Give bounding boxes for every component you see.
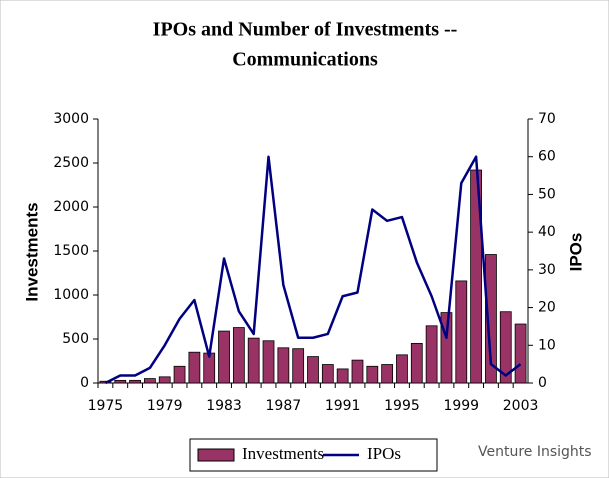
bar	[218, 330, 230, 384]
bar	[425, 325, 438, 384]
y2-tick-label: 50	[538, 186, 556, 202]
bar	[410, 342, 423, 384]
bar	[440, 312, 453, 384]
bar	[144, 378, 156, 384]
bar	[366, 365, 379, 384]
y2-tick-label: 60	[538, 149, 556, 165]
line	[104, 155, 522, 385]
y2-tick-label: 20	[538, 300, 556, 316]
chart-subtitle: Communications	[232, 49, 378, 71]
legend-swatch	[197, 448, 235, 462]
bar	[173, 365, 186, 384]
bar	[381, 364, 394, 384]
y2-tick-label: 70	[538, 111, 556, 127]
bar	[321, 364, 334, 384]
bar	[262, 340, 275, 384]
bar	[232, 327, 245, 384]
bar	[336, 368, 349, 384]
bar	[247, 337, 260, 384]
x-tick-label: 1991	[325, 398, 361, 414]
y2-tick-label: 0	[538, 375, 547, 391]
bar	[188, 351, 201, 384]
y-tick-label: 2000	[53, 199, 89, 215]
y2-axis-label: IPOs	[566, 233, 585, 272]
x-tick-label: 1995	[384, 398, 420, 414]
x-tick-label: 1987	[266, 398, 302, 414]
watermark: Venture Insights	[478, 444, 592, 460]
bar	[485, 254, 497, 384]
x-tick-label: 1999	[443, 398, 479, 414]
bar	[396, 354, 408, 384]
y2-tick-label: 10	[538, 337, 556, 353]
bar	[307, 356, 319, 384]
bar	[455, 280, 468, 384]
chart-title: IPOs and Number of Investments --	[153, 19, 458, 41]
bar	[514, 323, 527, 384]
legend-label: Investments	[242, 444, 324, 463]
bar	[129, 379, 141, 384]
y-tick-label: 3000	[53, 111, 89, 127]
bar	[158, 376, 171, 384]
x-tick-label: 1979	[147, 398, 183, 414]
x-tick-label: 2003	[503, 398, 539, 414]
y-tick-label: 1000	[53, 287, 89, 303]
y-axis-label: Investments	[22, 202, 41, 301]
bar	[351, 359, 364, 384]
y2-tick-label: 40	[538, 224, 556, 240]
x-tick-label: 1983	[206, 398, 242, 414]
bar	[277, 347, 290, 384]
y-tick-label: 2500	[53, 155, 89, 171]
bar	[499, 311, 512, 384]
bar	[114, 379, 127, 384]
y2-tick-label: 30	[538, 262, 556, 278]
y-tick-label: 1500	[53, 243, 89, 259]
y-tick-label: 0	[80, 375, 89, 391]
y-tick-label: 500	[62, 331, 89, 347]
legend-label: IPOs	[367, 444, 401, 463]
x-tick-label: 1975	[88, 398, 124, 414]
bar	[292, 348, 305, 384]
